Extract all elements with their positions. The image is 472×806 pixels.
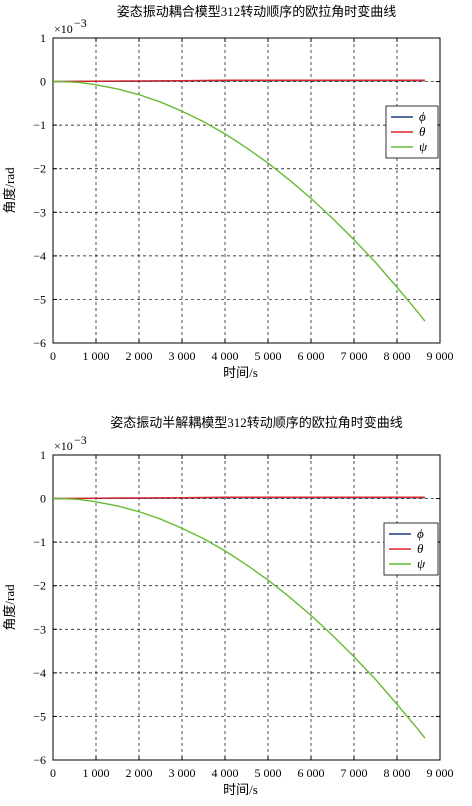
x-tick-label: 4 000	[212, 349, 239, 363]
chart-1: 姿态振动耦合模型312转动顺序的欧拉角时变曲线 0 1 000 2 000 3 000 4…	[2, 4, 454, 380]
chart-title: 姿态振动耦合模型312转动顺序的欧拉角时变曲线	[117, 4, 397, 19]
series-line-3	[52, 80, 426, 322]
chart-2: 姿态振动半解耦模型312转动顺序的欧拉角时变曲线 0 1 000 2 000 3 000…	[2, 415, 454, 797]
y-tick-label: 0	[40, 492, 46, 506]
y-tick-label: −5	[33, 292, 46, 306]
series-line-2	[52, 79, 425, 83]
y-multiplier: ×10	[54, 22, 73, 36]
y-tick-label: −3	[33, 205, 46, 219]
x-tick-label: 6 000	[298, 349, 325, 363]
x-tick-label: 4 000	[212, 766, 239, 780]
legend-entry: θ	[417, 541, 424, 556]
y-axis-label: 角度/rad	[2, 584, 17, 631]
y-multiplier-exponent: −3	[74, 433, 87, 447]
x-axis-label: 时间/s	[223, 365, 258, 380]
x-tick-label: 7 000	[341, 766, 368, 780]
y-tick-label: 1	[40, 448, 46, 462]
x-tick-label: 0	[50, 349, 56, 363]
x-tick-label: 1 000	[83, 349, 110, 363]
legend-entry: θ	[419, 124, 426, 139]
x-tick-label: 5 000	[255, 349, 282, 363]
y-tick-label: −1	[33, 535, 46, 549]
x-tick-label: 6 000	[298, 766, 325, 780]
y-multiplier-exponent: −3	[74, 16, 87, 30]
y-tick-label: −4	[33, 249, 46, 263]
legend-entry: ϕ	[417, 526, 424, 541]
y-tick-label: −6	[33, 753, 46, 767]
plot-frame	[52, 37, 441, 344]
y-multiplier: ×10	[54, 439, 73, 453]
x-tick-label: 9 000	[427, 766, 454, 780]
plot-frame	[52, 454, 441, 761]
x-tick-label: 8 000	[384, 349, 411, 363]
series-line-2	[52, 496, 425, 500]
x-tick-label: 0	[50, 766, 56, 780]
x-tick-label: 1 000	[83, 766, 110, 780]
x-tick-label: 2 000	[126, 766, 153, 780]
y-tick-label: −5	[33, 709, 46, 723]
x-tick-label: 3 000	[169, 349, 196, 363]
y-tick-label: −2	[33, 162, 46, 176]
x-tick-label: 2 000	[126, 349, 153, 363]
x-tick-label: 9 000	[427, 349, 454, 363]
y-tick-label: 1	[40, 31, 46, 45]
x-axis-label: 时间/s	[223, 782, 258, 797]
x-tick-label: 8 000	[384, 766, 411, 780]
legend-entry: ψ	[417, 556, 426, 571]
series-line-3	[52, 497, 426, 739]
y-tick-label: 0	[40, 75, 46, 89]
y-tick-label: −6	[33, 336, 46, 350]
y-tick-label: −1	[33, 118, 46, 132]
x-tick-label: 3 000	[169, 766, 196, 780]
legend-entry: ψ	[419, 139, 428, 154]
chart-title: 姿态振动半解耦模型312转动顺序的欧拉角时变曲线	[110, 415, 403, 430]
y-tick-label: −2	[33, 579, 46, 593]
y-axis-label: 角度/rad	[2, 167, 17, 214]
y-tick-label: −3	[33, 622, 46, 636]
x-tick-label: 7 000	[341, 349, 368, 363]
legend-entry: ϕ	[419, 109, 426, 124]
y-tick-label: −4	[33, 666, 46, 680]
x-tick-label: 5 000	[255, 766, 282, 780]
